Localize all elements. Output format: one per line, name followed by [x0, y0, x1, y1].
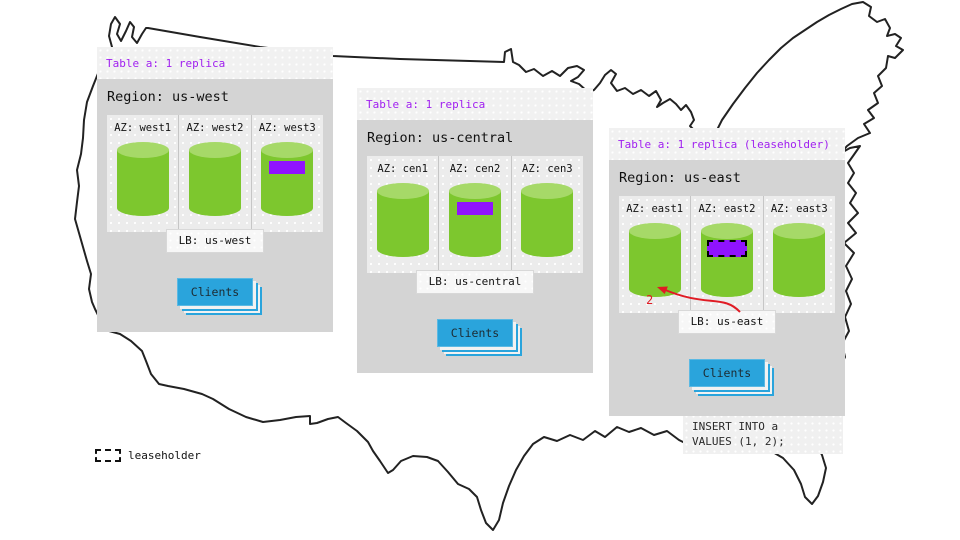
az-cell: AZ: west3	[252, 115, 323, 232]
az-label: AZ: east2	[698, 203, 756, 215]
table-replica-header: Table a: 1 replica	[97, 47, 333, 79]
az-cell: AZ: east3	[764, 196, 835, 313]
sql-statement: INSERT INTO a VALUES (1, 2);	[683, 413, 843, 454]
region-panel-us-east: Table a: 1 replica (leaseholder) Region:…	[609, 128, 845, 416]
database-cylinder	[628, 223, 681, 297]
table-replica-label: Table a: 1 replica	[106, 56, 226, 70]
table-replica-header: Table a: 1 replica (leaseholder)	[609, 128, 845, 160]
clients-button[interactable]: Clients	[436, 319, 514, 347]
az-label: AZ: cen1	[377, 163, 428, 175]
database-cylinder	[376, 183, 429, 257]
leaseholder-replica-marker	[706, 240, 747, 257]
region-body: Region: us-west AZ: west1 AZ: west2 AZ: …	[97, 79, 333, 332]
az-container: AZ: east1 AZ: east2 AZ: east3	[619, 196, 835, 313]
region-panel-us-west: Table a: 1 replica Region: us-west AZ: w…	[97, 47, 333, 332]
region-body: Region: us-central AZ: cen1 AZ: cen2 AZ:…	[357, 120, 593, 373]
az-container: AZ: west1 AZ: west2 AZ: west3	[107, 115, 323, 232]
region-title: Region: us-west	[107, 89, 229, 105]
database-cylinder	[261, 142, 314, 216]
database-cylinder	[700, 223, 753, 297]
sql-line: INSERT INTO a	[692, 420, 779, 433]
az-cell: AZ: east2	[691, 196, 764, 313]
legend-label: leaseholder	[128, 449, 201, 462]
database-cylinder	[773, 223, 826, 297]
az-label: AZ: west1	[114, 122, 172, 134]
region-panel-us-central: Table a: 1 replica Region: us-central AZ…	[357, 88, 593, 373]
az-label: AZ: west3	[258, 122, 316, 134]
clients-button[interactable]: Clients	[176, 278, 254, 306]
az-container: AZ: cen1 AZ: cen2 AZ: cen3	[367, 156, 583, 273]
az-label: AZ: west2	[186, 122, 244, 134]
leaseholder-swatch-icon	[95, 449, 121, 462]
az-cell: AZ: west2	[179, 115, 252, 232]
az-label: AZ: cen3	[522, 163, 573, 175]
region-title: Region: us-central	[367, 130, 514, 146]
load-balancer: LB: us-east	[677, 310, 777, 334]
clients-button[interactable]: Clients	[688, 359, 766, 387]
load-balancer: LB: us-west	[165, 229, 265, 253]
table-replica-label: Table a: 1 replica (leaseholder)	[618, 137, 830, 151]
load-balancer: LB: us-central	[415, 270, 535, 294]
az-cell: AZ: cen2	[439, 156, 512, 273]
az-cell: AZ: east1	[619, 196, 692, 313]
region-title: Region: us-east	[619, 170, 741, 186]
az-cell: AZ: cen3	[512, 156, 583, 273]
table-replica-header: Table a: 1 replica	[357, 88, 593, 120]
az-label: AZ: cen2	[449, 163, 501, 175]
region-body: Region: us-east AZ: east1 AZ: east2 AZ: …	[609, 160, 845, 416]
legend: leaseholder	[95, 449, 201, 462]
database-cylinder	[116, 142, 169, 216]
replica-marker	[269, 161, 306, 174]
sql-line: VALUES (1, 2);	[692, 435, 785, 448]
az-label: AZ: east1	[626, 203, 684, 215]
az-label: AZ: east3	[770, 203, 828, 215]
replica-marker	[456, 202, 493, 215]
database-cylinder	[188, 142, 241, 216]
table-replica-label: Table a: 1 replica	[366, 97, 486, 111]
database-cylinder	[521, 183, 574, 257]
database-cylinder	[448, 183, 501, 257]
az-cell: AZ: cen1	[367, 156, 440, 273]
az-cell: AZ: west1	[107, 115, 180, 232]
